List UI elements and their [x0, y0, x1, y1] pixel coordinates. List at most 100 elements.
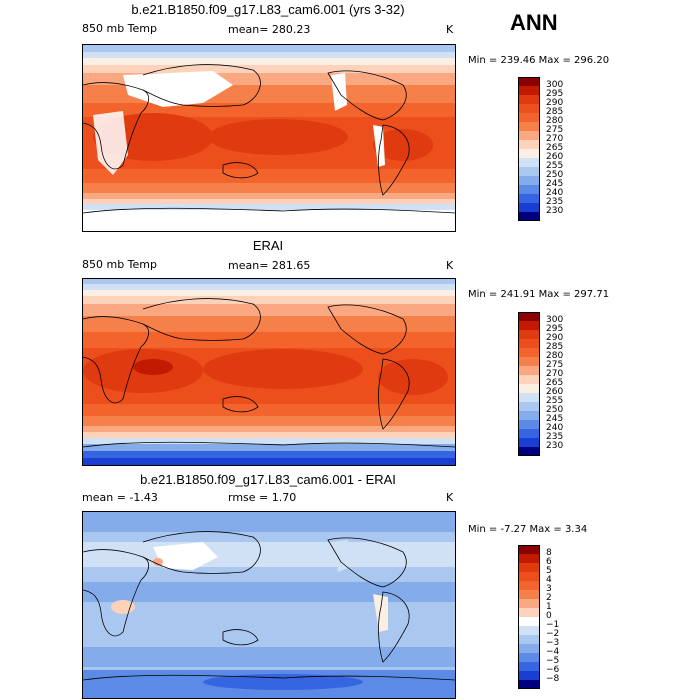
colorbar-tick-label: 235: [546, 432, 564, 442]
colorbar-swatch: [518, 626, 540, 635]
colorbar-tick-label: 2: [546, 593, 552, 603]
panel1-title: b.e21.B1850.f09_g17.L83_cam6.001 (yrs 3-…: [131, 2, 405, 17]
panel3-units: K: [446, 491, 454, 504]
panel2-mean: mean= 281.65: [228, 259, 311, 272]
colorbar-tick-label: 230: [546, 206, 564, 216]
colorbar-swatch: [518, 411, 540, 420]
colorbar-swatch: [518, 104, 540, 113]
colorbar-tick-label: 5: [546, 566, 552, 576]
colorbar-swatch: [518, 572, 540, 581]
colorbar-swatch: [518, 590, 540, 599]
colorbar-swatch: [518, 563, 540, 572]
panel1-variable-label: 850 mb Temp: [82, 22, 158, 35]
colorbar-swatch: [518, 375, 540, 384]
panel1-minmax: Min = 239.46 Max = 296.20: [468, 55, 610, 66]
colorbar-tick-label: 275: [546, 360, 564, 370]
colorbar-tick-label: −6: [546, 665, 560, 675]
panel2-map: [82, 278, 456, 466]
colorbar-swatch: [518, 95, 540, 104]
colorbar-swatch: [518, 599, 540, 608]
colorbar-swatch: [518, 140, 540, 149]
colorbar-swatch: [518, 438, 540, 447]
colorbar-swatch: [518, 429, 540, 438]
colorbar-swatch: [518, 366, 540, 375]
panel1-map-svg: [83, 45, 455, 231]
colorbar-swatch: [518, 185, 540, 194]
colorbar-tick-label: −5: [546, 656, 560, 666]
colorbar-swatch: [518, 357, 540, 366]
colorbar-tick-label: 6: [546, 557, 552, 567]
panel2-title: ERAI: [252, 238, 284, 253]
colorbar-swatch: [518, 662, 540, 671]
colorbar-swatch: [518, 321, 540, 330]
panel2-map-svg: [83, 279, 455, 465]
colorbar-swatch: [518, 194, 540, 203]
colorbar-swatch: [518, 545, 540, 554]
colorbar-swatch: [518, 420, 540, 429]
panel3-mean: mean = -1.43: [82, 491, 158, 504]
panel3-title: b.e21.B1850.f09_g17.L83_cam6.001 - ERAI: [140, 472, 396, 487]
colorbar-swatch: [518, 402, 540, 411]
colorbar-swatch: [518, 635, 540, 644]
colorbar-tick-label: 250: [546, 170, 564, 180]
colorbar-tick-label: 295: [546, 324, 564, 334]
colorbar-swatch: [518, 77, 540, 86]
colorbar-swatch: [518, 393, 540, 402]
colorbar-swatch: [518, 617, 540, 626]
panel2-units: K: [446, 259, 454, 272]
colorbar-tick-label: 240: [546, 423, 564, 433]
colorbar-swatch: [518, 212, 540, 221]
colorbar-tick-label: 240: [546, 188, 564, 198]
colorbar-tick-label: 0: [546, 611, 552, 621]
panel3-minmax: Min = -7.27 Max = 3.34: [468, 524, 588, 535]
colorbar-swatch: [518, 149, 540, 158]
colorbar-tick-label: 245: [546, 414, 564, 424]
colorbar-tick-label: 265: [546, 378, 564, 388]
panel2-colorbar: 300 295 290 285 280 275 270 265 260 255 250 245 240 2…: [518, 312, 578, 462]
colorbar-swatch: [518, 86, 540, 95]
colorbar-swatch: [518, 671, 540, 680]
colorbar-swatch: [518, 644, 540, 653]
season-label: ANN: [510, 10, 558, 35]
colorbar-tick-label: 250: [546, 405, 564, 415]
colorbar-tick-label: 275: [546, 125, 564, 135]
panel3-map-svg: [83, 512, 455, 698]
colorbar-tick-label: 265: [546, 143, 564, 153]
colorbar-tick-label: 255: [546, 396, 564, 406]
colorbar-tick-label: 255: [546, 161, 564, 171]
colorbar-swatch: [518, 176, 540, 185]
colorbar-tick-label: −8: [546, 674, 560, 684]
colorbar-tick-label: 235: [546, 197, 564, 207]
colorbar-swatch: [518, 122, 540, 131]
colorbar-tick-label: 285: [546, 342, 564, 352]
colorbar-swatch: [518, 348, 540, 357]
panel3-colorbar: 8 6 5 4 3 2 1 0 −1 −2 −3 −4 −5 −6 −8: [518, 545, 578, 695]
colorbar-swatch: [518, 158, 540, 167]
colorbar-tick-label: 290: [546, 333, 564, 343]
colorbar-swatch: [518, 339, 540, 348]
colorbar-swatch: [518, 653, 540, 662]
colorbar-tick-label: 260: [546, 387, 564, 397]
colorbar-swatch: [518, 384, 540, 393]
colorbar-tick-label: 295: [546, 89, 564, 99]
panel1-mean: mean= 280.23: [228, 23, 311, 36]
colorbar-swatch: [518, 167, 540, 176]
colorbar-tick-label: 245: [546, 179, 564, 189]
colorbar-tick-label: 4: [546, 575, 552, 585]
colorbar-swatch: [518, 113, 540, 122]
panel3-rmse: rmse = 1.70: [228, 491, 297, 504]
colorbar-tick-label: 8: [546, 548, 552, 558]
colorbar-swatch: [518, 312, 540, 321]
colorbar-tick-label: 300: [546, 80, 564, 90]
colorbar-tick-label: −4: [546, 647, 560, 657]
colorbar-tick-label: 280: [546, 351, 564, 361]
colorbar-swatch: [518, 554, 540, 563]
colorbar-tick-label: −3: [546, 638, 560, 648]
panel2-variable-label: 850 mb Temp: [82, 258, 158, 271]
panel3-map: [82, 511, 456, 699]
colorbar-swatch: [518, 203, 540, 212]
colorbar-swatch: [518, 581, 540, 590]
colorbar-tick-label: −1: [546, 620, 560, 630]
colorbar-swatch: [518, 330, 540, 339]
colorbar-tick-label: 280: [546, 116, 564, 126]
